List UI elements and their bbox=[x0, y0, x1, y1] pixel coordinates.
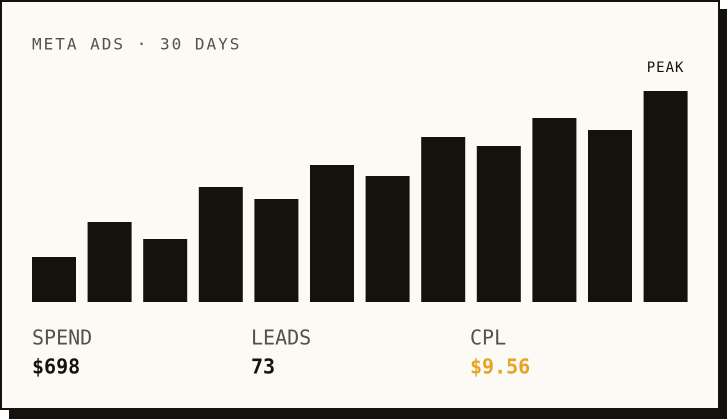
stat-label: CPL bbox=[470, 326, 506, 350]
stat-label: LEADS bbox=[251, 326, 311, 350]
bar bbox=[198, 187, 243, 302]
bar bbox=[143, 239, 188, 302]
stat-value: $9.56 bbox=[470, 355, 530, 379]
bar bbox=[643, 91, 688, 302]
bar bbox=[365, 176, 410, 302]
bar bbox=[87, 222, 132, 302]
stat-label: SPEND bbox=[32, 326, 92, 350]
stat-value: 73 bbox=[251, 355, 275, 379]
bar bbox=[421, 137, 466, 302]
bar bbox=[32, 257, 76, 302]
bar bbox=[532, 118, 577, 302]
bar bbox=[310, 165, 354, 302]
bar bbox=[588, 130, 632, 302]
bar bbox=[476, 146, 521, 302]
bar bbox=[254, 199, 299, 302]
peak-annotation: PEAK bbox=[647, 60, 685, 76]
chart-title: META ADS · 30 DAYS bbox=[32, 35, 241, 54]
stat-value: $698 bbox=[32, 355, 80, 379]
